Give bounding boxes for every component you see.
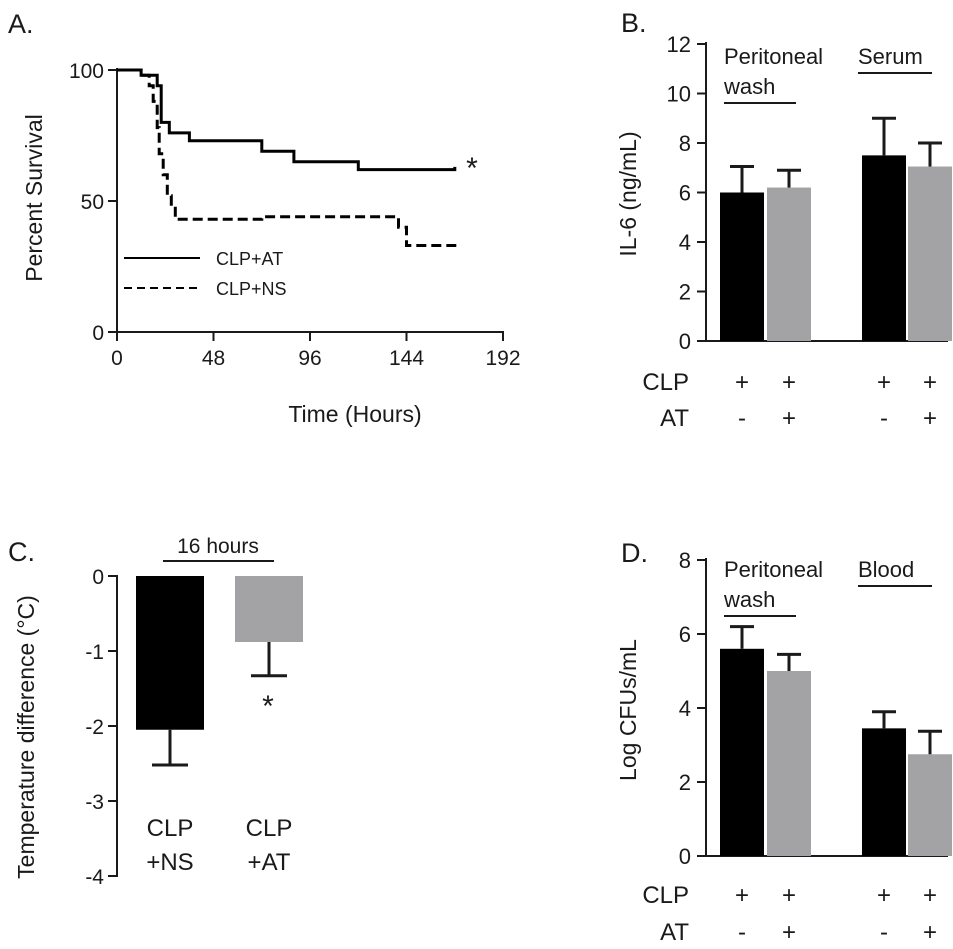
d-bar <box>767 671 811 856</box>
d-group-label: wash <box>723 587 775 612</box>
b-row-value: + <box>735 369 749 396</box>
a-y-axis-label: Percent Survival <box>21 114 47 281</box>
d-row-value: - <box>880 919 888 946</box>
d-row-value: + <box>782 919 796 946</box>
b-y-tick-label: 2 <box>679 280 691 305</box>
legend-label-0: CLP+AT <box>216 249 283 269</box>
b-y-tick-label: 0 <box>679 329 691 354</box>
c-y-tick-label: -1 <box>85 641 104 664</box>
b-row-value: + <box>782 369 796 396</box>
b-y-tick-label: 8 <box>679 131 691 156</box>
b-y-tick-label: 12 <box>667 32 691 57</box>
d-y-tick-label: 2 <box>679 770 691 795</box>
d-row-value: + <box>735 882 749 909</box>
b-row-label: CLP <box>642 369 689 396</box>
panel-label-a: A. <box>8 9 34 39</box>
b-y-axis-label: IL-6 (ng/mL) <box>615 131 641 256</box>
d-y-tick-label: 0 <box>679 844 691 869</box>
c-y-axis-label: Temperature difference (°C) <box>13 595 39 879</box>
panel-label-c: C. <box>8 537 35 567</box>
c-significance-star: * <box>262 690 274 723</box>
b-row-value: + <box>923 405 937 432</box>
c-bar <box>136 576 204 730</box>
b-row-value: + <box>877 369 891 396</box>
c-bar-label: CLP <box>246 815 293 842</box>
a-x-tick-label: 48 <box>202 347 225 370</box>
survival-curve-ns <box>117 68 457 247</box>
d-y-tick-label: 8 <box>679 548 691 573</box>
d-group-label: Peritoneal <box>724 557 823 582</box>
b-y-tick-label: 6 <box>679 181 691 206</box>
c-bar-label: +NS <box>146 849 193 876</box>
b-y-tick-label: 4 <box>679 230 691 255</box>
b-bar <box>720 192 764 341</box>
a-y-tick-label: 100 <box>69 60 104 83</box>
d-y-axis-label: Log CFUs/mL <box>615 639 641 781</box>
c-y-tick-label: -2 <box>85 716 104 739</box>
c-y-tick-label: 0 <box>92 566 104 589</box>
c-bar-label: CLP <box>147 815 194 842</box>
b-row-label: AT <box>660 405 689 432</box>
d-y-tick-label: 4 <box>679 696 691 721</box>
a-x-tick-label: 96 <box>298 347 321 370</box>
b-bar <box>767 187 811 341</box>
b-row-value: - <box>880 405 888 432</box>
d-row-label: CLP <box>642 882 689 909</box>
d-bar <box>862 728 906 856</box>
d-bar <box>720 648 764 856</box>
d-row-value: + <box>923 882 937 909</box>
d-bar <box>908 754 952 856</box>
c-y-tick-label: -3 <box>85 791 104 814</box>
survival-curve-at <box>117 68 457 172</box>
c-y-tick-label: -4 <box>85 866 104 889</box>
d-row-value: - <box>738 919 746 946</box>
b-y-tick-label: 10 <box>667 82 691 107</box>
c-title: 16 hours <box>177 535 259 558</box>
d-row-value: + <box>923 919 937 946</box>
legend-label-1: CLP+NS <box>216 279 287 299</box>
b-bar <box>908 166 952 341</box>
b-group-label: Serum <box>858 44 923 69</box>
a-x-axis-label: Time (Hours) <box>288 401 421 427</box>
d-group-label: Blood <box>858 557 914 582</box>
c-bar-label: +AT <box>248 849 291 876</box>
b-row-value: + <box>923 369 937 396</box>
a-significance-star: * <box>466 152 478 185</box>
panel-label-d: D. <box>621 538 648 568</box>
b-row-value: + <box>782 405 796 432</box>
b-bar <box>862 155 906 341</box>
a-x-tick-label: 0 <box>111 347 123 370</box>
a-y-tick-label: 50 <box>81 191 104 214</box>
b-group-label: wash <box>723 74 775 99</box>
d-row-value: + <box>877 882 891 909</box>
d-row-value: + <box>782 882 796 909</box>
b-row-value: - <box>738 405 746 432</box>
d-row-label: AT <box>660 919 689 946</box>
panel-label-b: B. <box>621 8 647 38</box>
c-bar <box>235 576 303 642</box>
a-y-tick-label: 0 <box>92 322 104 345</box>
a-x-tick-label: 144 <box>389 347 424 370</box>
a-x-tick-label: 192 <box>485 347 520 370</box>
b-group-label: Peritoneal <box>724 44 823 69</box>
d-y-tick-label: 6 <box>679 622 691 647</box>
